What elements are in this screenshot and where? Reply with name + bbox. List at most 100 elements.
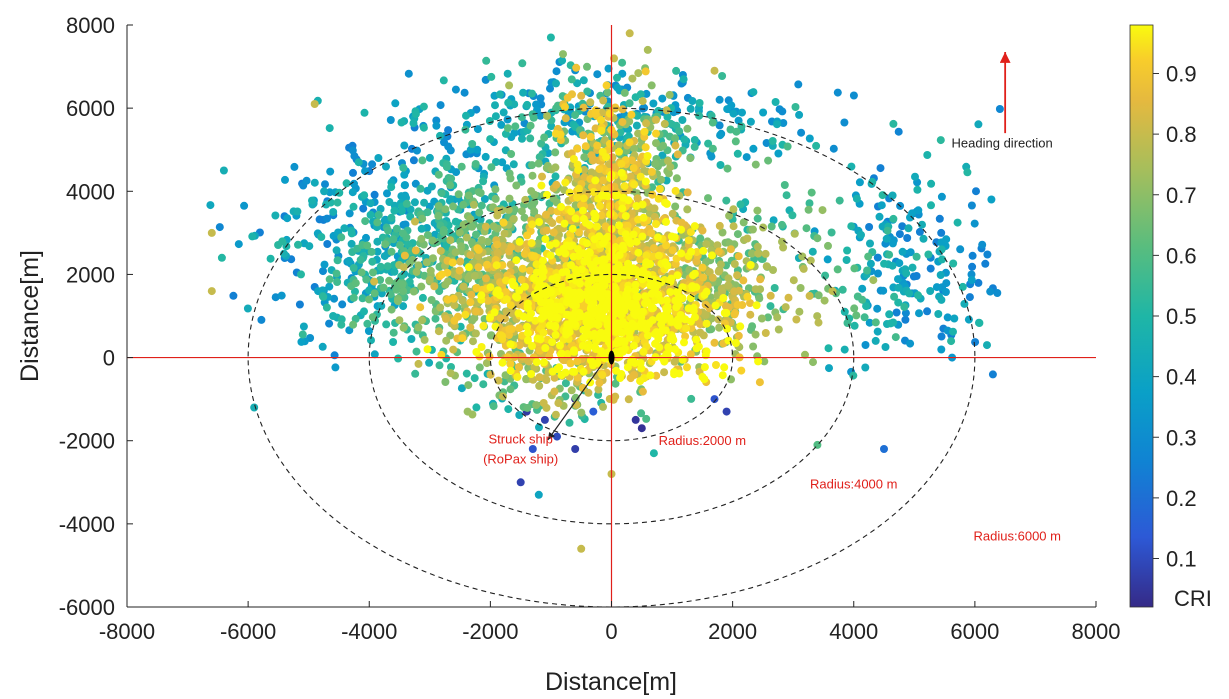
data-point [683,363,691,372]
data-point [266,254,275,263]
data-point [536,94,545,103]
data-point [600,237,609,246]
data-point [782,191,791,200]
data-point [914,206,923,215]
data-point [535,218,544,226]
data-point [454,190,463,199]
data-point [458,334,467,343]
data-point [736,200,745,209]
data-point [971,338,980,347]
data-point [972,187,980,196]
data-point [655,330,664,339]
data-point [515,411,524,419]
data-point [528,342,536,350]
data-point [932,283,941,292]
data-point [906,213,914,222]
data-point [821,271,830,280]
data-point [446,146,455,155]
data-point [615,221,624,230]
data-point [993,289,1002,297]
data-point [535,153,544,162]
data-point [630,144,639,153]
data-point [749,342,758,351]
data-point [894,127,903,136]
data-point [528,171,537,180]
data-point [503,115,512,124]
data-point [625,29,634,38]
data-point [570,301,579,310]
data-point [770,284,779,292]
data-point [472,230,480,239]
data-point [618,347,627,356]
data-point [677,249,686,258]
data-point [927,201,935,210]
data-point [425,153,434,162]
data-point [489,222,498,231]
data-point [686,154,695,163]
data-point [446,195,455,204]
data-point [677,218,686,227]
data-point [442,163,451,172]
data-point [906,248,915,257]
data-point [633,194,642,203]
data-point [511,122,520,131]
data-point [602,302,611,311]
data-point [696,320,705,329]
data-point [271,211,280,220]
data-point [505,81,514,90]
data-point [474,263,483,272]
data-point [628,74,637,83]
data-point [891,333,900,342]
data-point [332,246,341,255]
data-point [551,274,560,283]
data-point [360,108,369,117]
data-point [783,142,792,151]
data-point [729,205,738,214]
data-point [411,369,420,378]
data-point [639,213,648,222]
data-point [594,320,603,329]
data-point [397,207,406,215]
data-point [546,251,555,260]
data-point [621,230,630,239]
data-point [746,310,755,319]
data-point [613,73,621,82]
data-point [683,188,692,197]
data-point [351,279,360,288]
data-point [583,322,592,331]
data-point [937,345,946,354]
data-point [527,239,536,248]
y-tick-label: 0 [103,346,115,371]
data-point [393,297,402,306]
data-point [485,117,494,125]
data-point [906,339,915,348]
data-point [485,352,494,361]
data-point [389,328,398,337]
data-point [446,369,455,378]
data-point [669,336,678,344]
data-point [384,226,392,235]
data-point [898,247,907,256]
data-point [871,318,880,327]
data-point [482,359,491,368]
data-point [874,269,882,278]
colorbar-tick-label: 0.7 [1166,183,1197,208]
data-point [880,259,889,268]
data-point [310,178,319,187]
data-point [520,282,529,291]
colorbar-tick-label: 0.6 [1166,243,1197,268]
data-point [459,200,468,209]
data-point [617,168,626,177]
data-point [665,90,674,99]
data-point [719,294,728,302]
data-point [662,241,671,250]
data-point [400,251,409,260]
data-point [310,100,319,108]
data-point [526,134,535,143]
data-point [410,198,419,207]
data-point [411,110,420,118]
data-point [466,298,475,307]
data-point [625,265,634,274]
data-point [367,336,375,345]
